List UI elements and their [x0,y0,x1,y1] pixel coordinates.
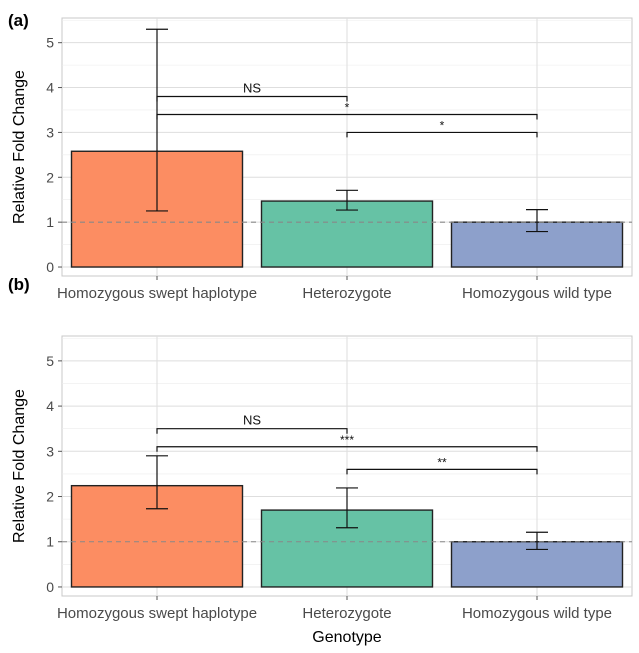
y-tick-label: 2 [46,169,54,185]
y-tick-label: 5 [46,353,54,369]
significance-bracket [156,95,348,102]
y-axis-title: Relative Fold Change [11,389,28,543]
x-tick-label: Homozygous wild type [462,605,612,622]
y-tick-label: 1 [46,214,54,230]
y-tick-label: 1 [46,534,54,550]
significance-bracket [346,468,538,475]
bar [260,200,434,268]
x-tick-label: Heterozygote [302,605,391,622]
x-tick-label: Homozygous wild type [462,285,612,302]
significance-label: NS [243,413,261,428]
x-tick-label: Heterozygote [302,285,391,302]
y-tick-label: 5 [46,35,54,51]
significance-bracket [156,113,538,120]
y-tick-label: 0 [46,579,54,595]
y-tick-label: 3 [46,443,54,459]
y-tick-label: 4 [46,80,54,96]
significance-label: NS [243,81,261,96]
significance-bracket [156,428,348,434]
y-tick-label: 2 [46,489,54,505]
chart-panel-a: NS * * 0 1 2 3 4 5 Homozygous swept haplotype Hete… [8,11,633,302]
significance-bracket [156,446,538,452]
x-axis-title: Genotype [312,629,381,646]
significance-label: * [440,118,445,132]
x-tick-label: Homozygous swept haplotype [57,605,257,622]
significance-bracket [346,131,538,138]
panel-label: (b) [8,275,30,294]
significance-label: * [345,100,350,114]
significance-label: *** [340,433,354,447]
y-tick-label: 3 [46,124,54,140]
panel-label: (a) [8,11,29,30]
y-axis-title: Relative Fold Change [11,70,28,224]
y-tick-label: 0 [46,259,54,275]
y-tick-label: 4 [46,398,54,414]
significance-label: ** [437,455,447,469]
x-tick-label: Homozygous swept haplotype [57,285,257,302]
